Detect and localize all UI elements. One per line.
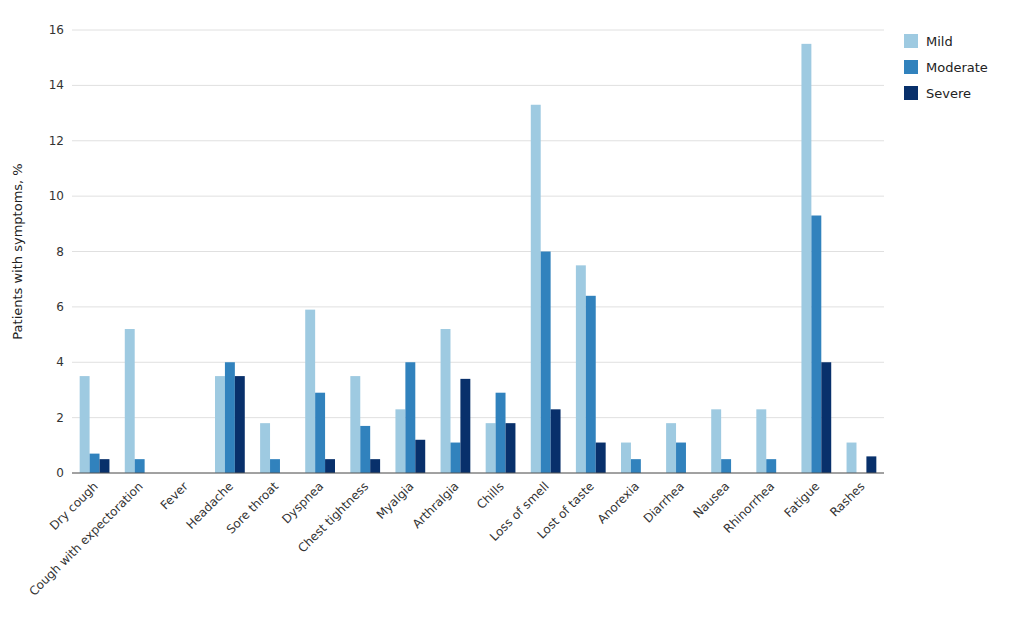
bar xyxy=(325,459,335,473)
x-axis: Dry coughCough with expectorationFeverHe… xyxy=(26,473,884,599)
bar xyxy=(125,329,135,473)
legend-swatch xyxy=(904,60,918,74)
bar xyxy=(415,440,425,473)
series xyxy=(80,44,857,473)
bar xyxy=(460,379,470,473)
y-tick-label: 12 xyxy=(49,134,64,148)
bar xyxy=(360,426,370,473)
bar xyxy=(586,296,596,473)
legend-label: Mild xyxy=(926,34,953,49)
legend-label: Moderate xyxy=(926,60,988,75)
bar xyxy=(370,459,380,473)
x-tick-label: Rhinorrhea xyxy=(721,479,778,536)
series xyxy=(90,216,822,473)
bar xyxy=(621,443,631,473)
bar xyxy=(260,423,270,473)
bars xyxy=(80,44,877,473)
bar xyxy=(711,409,721,473)
y-tick-label: 14 xyxy=(49,78,64,92)
grid-line xyxy=(72,306,884,307)
x-tick-label: Sore throat xyxy=(224,479,282,537)
x-tick-label: Arthralgia xyxy=(410,479,462,531)
bar xyxy=(821,362,831,473)
x-tick-label: Diarrhea xyxy=(641,479,687,525)
legend-label: Severe xyxy=(926,86,971,101)
y-tick-label: 10 xyxy=(49,189,64,203)
bar xyxy=(270,459,280,473)
y-tick-label: 0 xyxy=(56,466,64,480)
bar xyxy=(801,44,811,473)
x-axis-line xyxy=(72,473,884,474)
bar xyxy=(811,216,821,473)
x-tick-label: Fever xyxy=(158,479,191,512)
grid-line xyxy=(72,362,884,363)
x-tick-label: Nausea xyxy=(691,479,733,521)
bar xyxy=(486,423,496,473)
y-tick-label: 16 xyxy=(49,23,64,37)
bar xyxy=(596,443,606,473)
bar xyxy=(100,459,110,473)
grid-line xyxy=(72,196,884,197)
grid-line xyxy=(72,85,884,86)
y-tick-label: 6 xyxy=(56,300,64,314)
y-tick-label: 8 xyxy=(56,245,64,259)
bar xyxy=(531,105,541,473)
x-tick-label: Rashes xyxy=(827,479,867,519)
bar xyxy=(506,423,516,473)
bar xyxy=(215,376,225,473)
x-tick-label: Dyspnea xyxy=(279,479,326,526)
series xyxy=(100,362,877,473)
bar xyxy=(631,459,641,473)
bar xyxy=(866,456,876,473)
x-tick-label: Chest tightness xyxy=(295,479,371,555)
y-tick-label: 4 xyxy=(56,355,64,369)
x-tick-label: Anorexia xyxy=(595,479,642,526)
bar xyxy=(305,310,315,473)
bar xyxy=(405,362,415,473)
x-tick-label: Chills xyxy=(474,479,507,512)
bar xyxy=(576,265,586,473)
y-tick-label: 2 xyxy=(56,411,64,425)
bar xyxy=(315,393,325,473)
y-axis-label: Patients with symptoms, % xyxy=(10,163,25,339)
bar xyxy=(541,252,551,474)
bar xyxy=(666,423,676,473)
bar xyxy=(766,459,776,473)
grid-line xyxy=(72,140,884,141)
bar xyxy=(225,362,235,473)
bar xyxy=(80,376,90,473)
x-tick-label: Cough with expectoration xyxy=(26,479,145,598)
legend: Mild Moderate Severe xyxy=(904,34,988,101)
x-tick-label: Fatigue xyxy=(782,479,823,520)
bar xyxy=(721,459,731,473)
legend-swatch xyxy=(904,34,918,48)
bar xyxy=(441,329,451,473)
bar xyxy=(450,443,460,473)
x-tick-label: Lost of taste xyxy=(534,479,596,541)
x-tick-label: Myalgia xyxy=(374,479,417,522)
bar xyxy=(756,409,766,473)
bar xyxy=(350,376,360,473)
bar xyxy=(847,443,857,473)
bar xyxy=(676,443,686,473)
bar xyxy=(90,454,100,473)
grid-line xyxy=(72,30,884,31)
legend-swatch xyxy=(904,86,918,100)
grid-line xyxy=(72,473,884,474)
grid-line xyxy=(72,251,884,252)
bar xyxy=(551,409,561,473)
y-axis: 0 2 4 6 8 10 12 14 16 xyxy=(49,23,884,480)
chart: 0246810121416Patients with symptoms, %Dr… xyxy=(0,0,1024,623)
bar xyxy=(395,409,405,473)
bar xyxy=(235,376,245,473)
bar xyxy=(135,459,145,473)
bar xyxy=(496,393,506,473)
